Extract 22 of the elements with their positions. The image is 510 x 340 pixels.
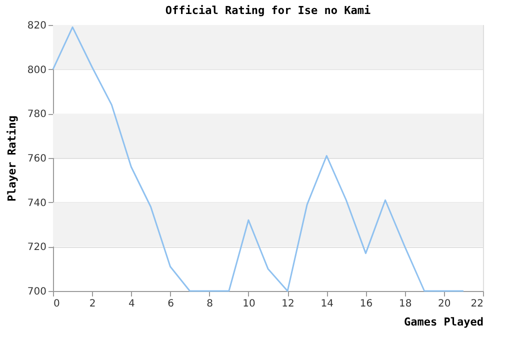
x-tick-label: 18 [398,298,412,310]
x-tick-label: 16 [360,298,373,310]
y-tick-label: 780 [27,109,46,120]
x-axis-title: Games Played [404,316,484,328]
x-tick-label: 8 [206,298,214,310]
y-tick-label: 720 [27,242,46,254]
x-tick-label: 4 [128,298,135,310]
y-tick-label: 740 [27,198,46,209]
chart-title: Official Rating for Ise no Kami [165,4,372,17]
x-tick-label: 14 [320,298,334,310]
x-tick-label: 0 [54,298,60,310]
y-tick-label: 760 [27,154,46,164]
x-tick-label: 20 [438,298,451,310]
y-tick-label: 800 [27,64,46,76]
x-tick-label: 10 [242,298,256,310]
y-tick-label: 820 [27,20,46,32]
x-tick-label: 12 [282,298,294,310]
y-axis-title: Player Rating [5,115,18,202]
x-tick-label: 6 [168,298,174,310]
x-tick-label: 2 [89,298,96,310]
x-tick-label: 22 [470,298,484,310]
y-tick-label: 700 [27,286,46,298]
